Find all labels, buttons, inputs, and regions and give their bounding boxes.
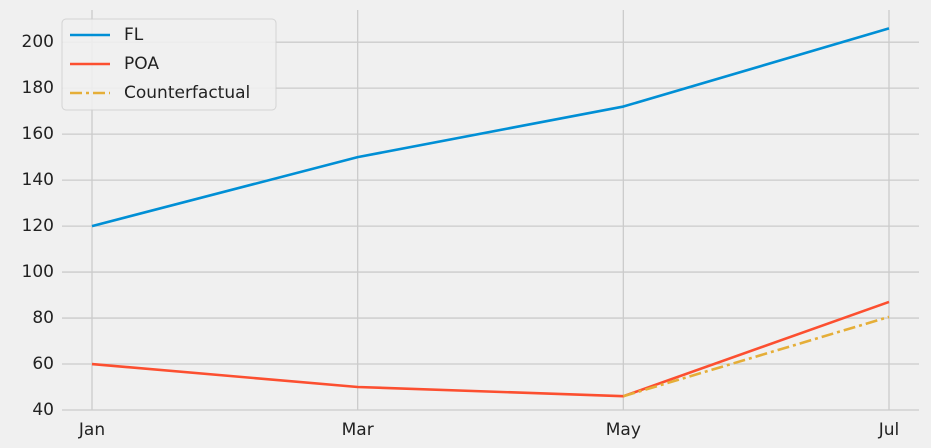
series-line [91, 27, 890, 228]
y-tick-label: 200 [22, 32, 54, 52]
y-tick-label: 140 [22, 170, 54, 190]
y-tick-label: 180 [22, 78, 54, 98]
x-tick-label: Jul [878, 420, 900, 440]
x-tick-label: Jan [78, 420, 105, 440]
x-tick-label: Mar [342, 420, 374, 440]
y-tick-label: 100 [22, 262, 54, 282]
legend-label: FL [124, 25, 144, 45]
series-line [91, 300, 890, 398]
series-line [622, 315, 890, 398]
legend-label: POA [124, 54, 159, 74]
legend-box [61, 18, 277, 111]
legend: FL POA Counterfactual [61, 18, 277, 111]
y-tick-label: 160 [22, 124, 54, 144]
x-tick-label: May [606, 420, 641, 440]
y-tick-label: 60 [32, 354, 54, 374]
y-tick-label: 80 [32, 308, 54, 328]
legend-label: Counterfactual [124, 83, 250, 103]
y-tick-label: 120 [22, 216, 54, 236]
y-tick-label: 40 [32, 400, 54, 420]
